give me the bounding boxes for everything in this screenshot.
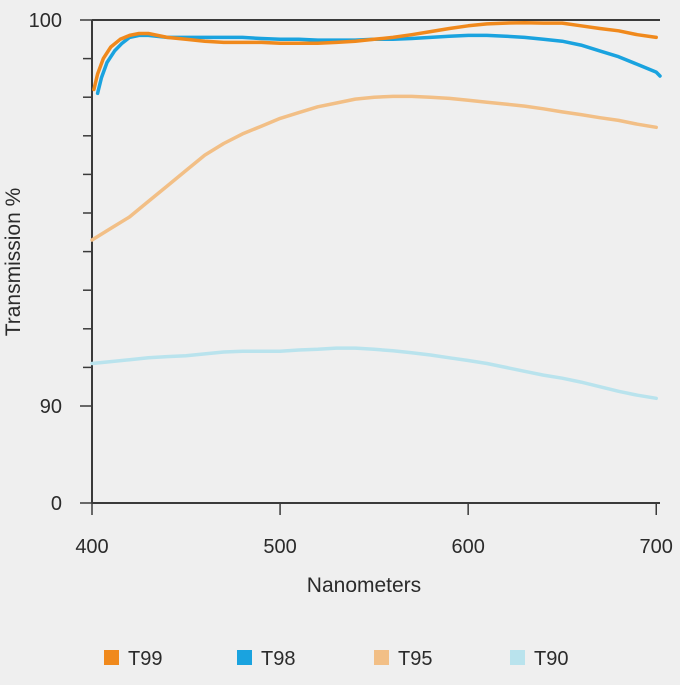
legend-label-t99: T99 — [128, 648, 162, 670]
series-line-t98 — [95, 33, 662, 96]
x-axis-label: Nanometers — [307, 574, 421, 597]
axes: 100 90 0 400 500 600 700 — [29, 10, 673, 558]
x-tick-label: 700 — [640, 536, 673, 558]
axis-labels: Nanometers Transmission % — [2, 188, 421, 597]
legend-label-t90: T90 — [534, 648, 568, 670]
series-line-t99 — [92, 20, 658, 92]
series-lines — [90, 20, 662, 401]
legend-swatch-t99 — [104, 650, 119, 665]
y-tick-label: 0 — [51, 493, 62, 515]
x-tick-label: 400 — [75, 536, 108, 558]
y-axis-label: Transmission % — [2, 188, 25, 337]
x-tick-label: 500 — [263, 536, 296, 558]
legend: T99 T98 T95 T90 — [104, 648, 568, 670]
y-tick-label: 90 — [40, 396, 62, 418]
legend-swatch-t90 — [510, 650, 525, 665]
legend-label-t98: T98 — [261, 648, 295, 670]
series-line-t90 — [90, 346, 658, 401]
y-tick-label: 100 — [29, 10, 62, 32]
legend-swatch-t95 — [374, 650, 389, 665]
legend-swatch-t98 — [237, 650, 252, 665]
x-tick-label: 600 — [451, 536, 484, 558]
series-line-t95 — [90, 94, 658, 242]
legend-label-t95: T95 — [398, 648, 432, 670]
